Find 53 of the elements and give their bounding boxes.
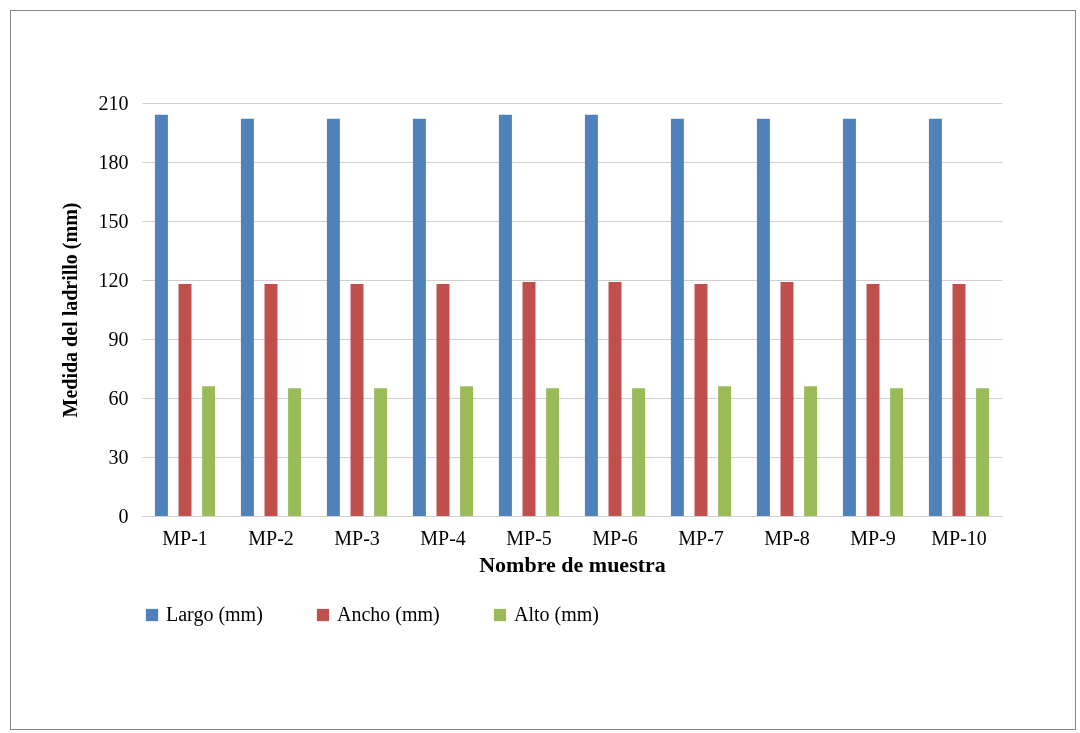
bar xyxy=(202,386,216,516)
bar xyxy=(264,283,278,516)
bar xyxy=(866,283,880,516)
bar xyxy=(976,388,990,516)
y-tick-label: 60 xyxy=(108,386,129,409)
bar xyxy=(546,388,560,516)
legend-label: Alto (mm) xyxy=(514,603,599,626)
x-tick-label: MP-2 xyxy=(248,526,294,549)
x-axis-title: Nombre de muestra xyxy=(479,551,666,577)
y-tick-label: 0 xyxy=(118,504,129,527)
bar xyxy=(584,114,598,516)
bar xyxy=(804,386,818,516)
bar xyxy=(498,114,512,516)
bar xyxy=(718,386,732,516)
x-tick-label: MP-5 xyxy=(506,526,552,549)
bar xyxy=(288,388,302,516)
bar xyxy=(952,283,966,516)
legend-label: Ancho (mm) xyxy=(337,603,440,626)
x-tick-label: MP-7 xyxy=(678,526,724,549)
x-tick-label: MP-1 xyxy=(162,526,208,549)
x-tick-label: MP-10 xyxy=(931,526,987,549)
bar xyxy=(326,118,340,516)
y-tick-label: 90 xyxy=(108,327,129,350)
bar xyxy=(890,388,904,516)
x-tick-label: MP-9 xyxy=(850,526,896,549)
bar xyxy=(412,118,426,516)
bar xyxy=(154,114,168,516)
x-tick-label: MP-3 xyxy=(334,526,380,549)
bar xyxy=(694,283,708,516)
bar xyxy=(460,386,474,516)
legend-label: Largo (mm) xyxy=(166,603,263,626)
bar xyxy=(756,118,770,516)
y-tick-label: 150 xyxy=(98,209,129,232)
bar xyxy=(670,118,684,516)
bar xyxy=(780,281,794,516)
y-tick-label: 30 xyxy=(108,445,129,468)
bar xyxy=(240,118,254,516)
bar xyxy=(436,283,450,516)
x-tick-label: MP-6 xyxy=(592,526,638,549)
bar xyxy=(608,281,622,516)
y-tick-label: 120 xyxy=(98,268,129,291)
bar xyxy=(350,283,364,516)
bar xyxy=(842,118,856,516)
y-tick-label: 180 xyxy=(98,150,129,173)
y-axis-title: Medida del ladrillo (mm) xyxy=(58,202,82,418)
x-tick-label: MP-4 xyxy=(420,526,466,549)
bar xyxy=(374,388,388,516)
bar xyxy=(178,283,192,516)
bar xyxy=(928,118,942,516)
bar xyxy=(632,388,646,516)
bar xyxy=(522,281,536,516)
y-tick-label: 210 xyxy=(98,91,129,114)
x-tick-label: MP-8 xyxy=(764,526,810,549)
